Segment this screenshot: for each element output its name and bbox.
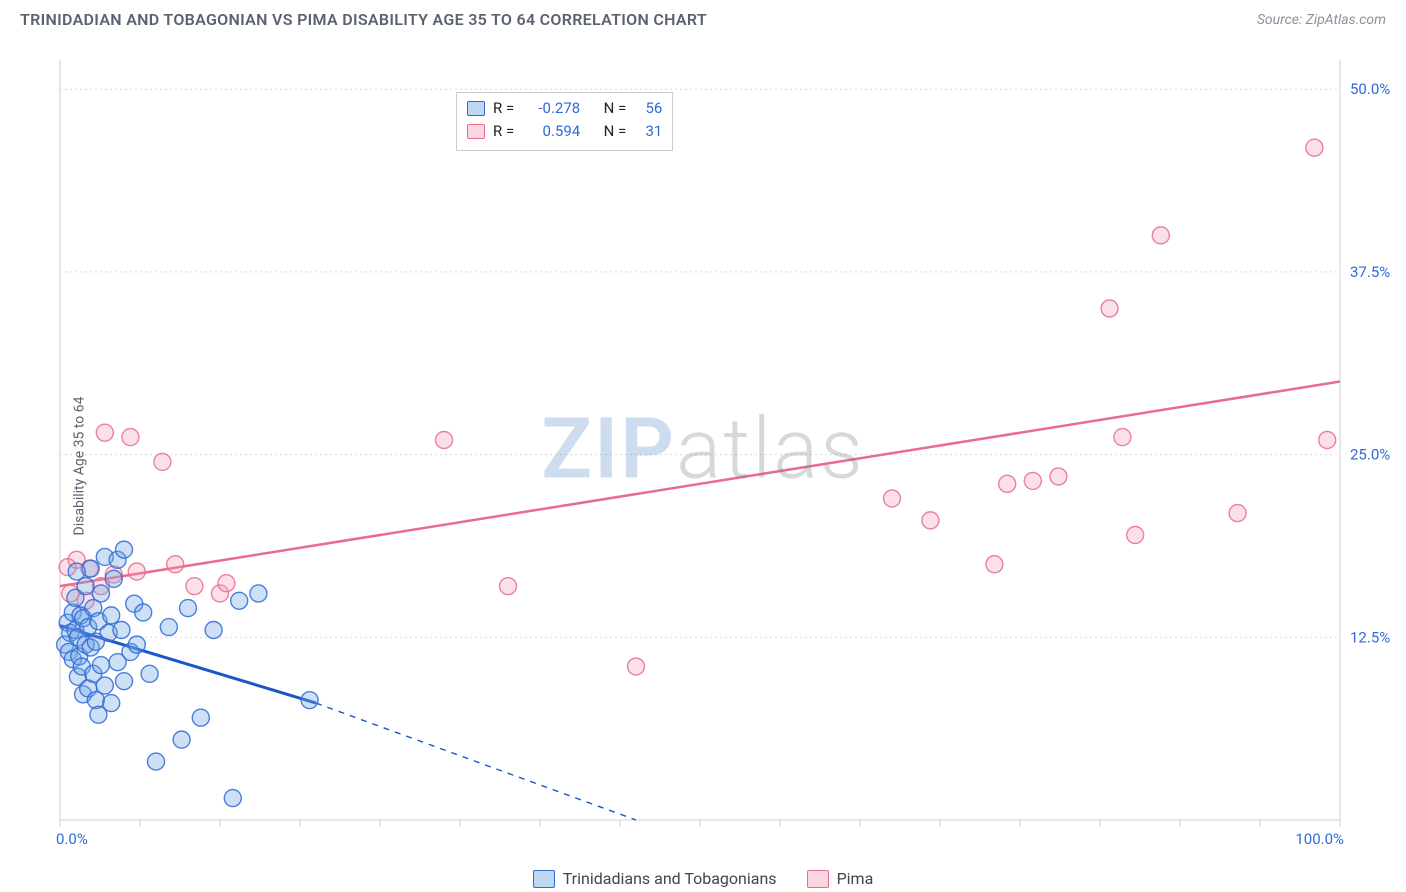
- chart-title: TRINIDADIAN AND TOBAGONIAN VS PIMA DISAB…: [20, 10, 707, 29]
- swatch-pink-icon: [467, 124, 485, 139]
- swatch-blue-icon: [467, 101, 485, 116]
- svg-text:37.5%: 37.5%: [1350, 263, 1390, 281]
- n-value-pink: 31: [634, 120, 662, 143]
- r-label: R =: [493, 120, 514, 143]
- svg-text:0.0%: 0.0%: [56, 830, 88, 848]
- swatch-blue-icon: [533, 870, 555, 888]
- legend-item-pink: Pima: [807, 869, 874, 888]
- n-label: N =: [604, 120, 627, 143]
- legend-item-blue: Trinidadians and Tobagonians: [533, 869, 777, 888]
- svg-text:100.0%: 100.0%: [1295, 830, 1344, 848]
- n-label: N =: [604, 97, 627, 120]
- source-prefix: Source:: [1257, 12, 1306, 28]
- r-value-pink: 0.594: [522, 120, 580, 143]
- correlation-box: R = -0.278 N = 56 R = 0.594 N = 31: [456, 92, 673, 151]
- legend-bottom: Trinidadians and Tobagonians Pima: [0, 869, 1406, 888]
- chart-source: Source: ZipAtlas.com: [1257, 12, 1386, 28]
- svg-text:25.0%: 25.0%: [1350, 446, 1390, 464]
- correlation-row-blue: R = -0.278 N = 56: [467, 97, 662, 120]
- legend-label-pink: Pima: [837, 869, 874, 888]
- legend-label-blue: Trinidadians and Tobagonians: [563, 869, 777, 888]
- plot-area: Disability Age 35 to 64 12.5%25.0%37.5%5…: [0, 40, 1406, 892]
- swatch-pink-icon: [807, 870, 829, 888]
- source-name: ZipAtlas.com: [1306, 12, 1386, 28]
- r-label: R =: [493, 97, 514, 120]
- scatter-chart: 12.5% 25.0% 37.5% 50.0% 0.0% 100.0%: [50, 50, 1390, 850]
- svg-text:50.0%: 50.0%: [1350, 80, 1390, 98]
- correlation-row-pink: R = 0.594 N = 31: [467, 120, 662, 143]
- svg-text:12.5%: 12.5%: [1350, 628, 1390, 646]
- r-value-blue: -0.278: [522, 97, 580, 120]
- chart-header: TRINIDADIAN AND TOBAGONIAN VS PIMA DISAB…: [0, 0, 1406, 29]
- n-value-blue: 56: [634, 97, 662, 120]
